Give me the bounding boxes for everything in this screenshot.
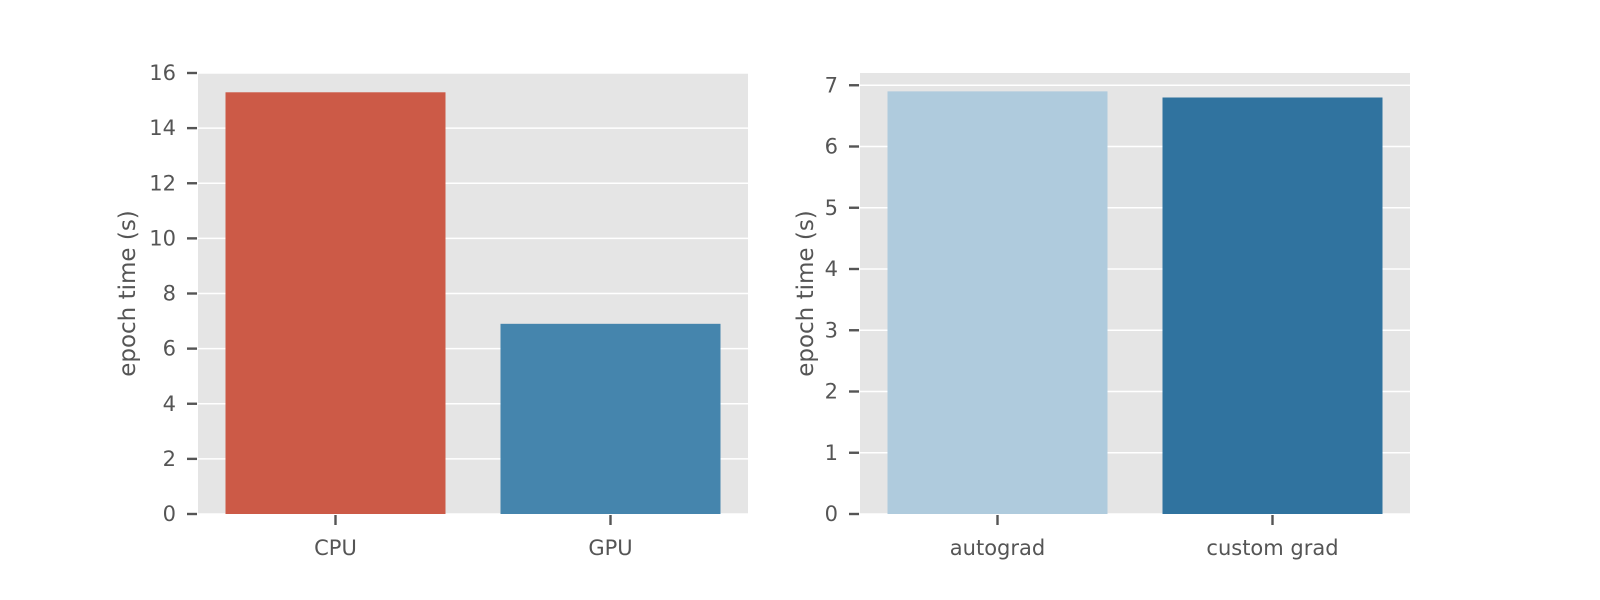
bar-cpu — [225, 92, 446, 514]
bar-autograd — [887, 91, 1108, 514]
y-tick-label: 2 — [163, 447, 176, 471]
y-tick-label: 0 — [163, 502, 176, 526]
y-axis-label: epoch time (s) — [115, 210, 141, 377]
y-tick-label: 3 — [825, 318, 838, 342]
y-tick-label: 14 — [149, 116, 176, 140]
x-tick-label: GPU — [588, 536, 632, 560]
y-tick-label: 12 — [149, 171, 176, 195]
x-tick-label: autograd — [950, 536, 1045, 560]
y-tick-label: 0 — [825, 502, 838, 526]
y-tick-label: 16 — [149, 61, 176, 85]
y-axis-label: epoch time (s) — [793, 210, 819, 377]
x-tick-label: CPU — [314, 536, 357, 560]
y-tick-label: 6 — [163, 337, 176, 361]
chart-panel-1: 0 2 4 6 8 10 12 14 16 CPU GPU epoch time (s) — [115, 61, 748, 560]
y-tick-label: 4 — [163, 392, 176, 416]
bar-gpu — [500, 323, 721, 514]
y-tick-label: 2 — [825, 380, 838, 404]
y-tick-label: 5 — [825, 196, 838, 220]
y-tick-label: 10 — [149, 226, 176, 250]
y-tick-label: 6 — [825, 135, 838, 159]
y-tick-label: 7 — [825, 73, 838, 97]
y-tick-label: 8 — [163, 282, 176, 306]
bar-custom-grad — [1162, 97, 1383, 514]
y-tick-label: 4 — [825, 257, 838, 281]
y-tick-label: 1 — [825, 441, 838, 465]
x-tick-label: custom grad — [1206, 536, 1338, 560]
chart-panel-2: 0 1 2 3 4 5 6 7 autograd custom grad epoch time (s… — [793, 73, 1410, 560]
